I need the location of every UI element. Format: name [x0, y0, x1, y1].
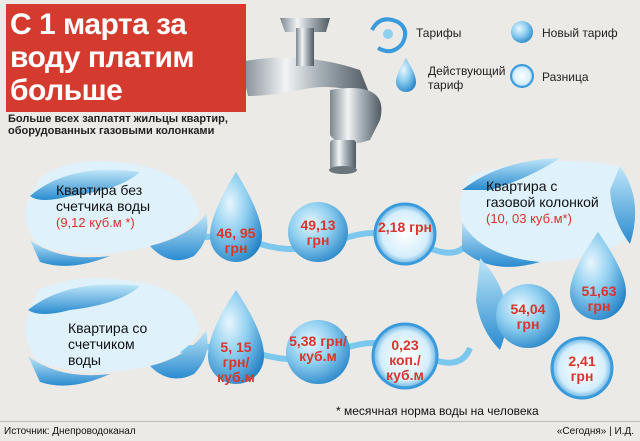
- bubble-with-meter-diff: [371, 322, 439, 390]
- splash-gas-icon: [460, 158, 636, 350]
- legend-current-tariff-icon: [396, 58, 416, 92]
- splash-with-meter-icon: [25, 278, 208, 386]
- title-banner: С 1 марта за воду платим больше: [6, 4, 246, 112]
- apt-with-meter-label: Квартира со счетчиком воды: [68, 320, 148, 368]
- value-with-meter-diff: 0,23 коп./ куб.м: [386, 337, 424, 383]
- bubble-gas-diff: [550, 336, 614, 400]
- drop-with-meter-current: [208, 290, 264, 384]
- credit: «Сегодня» | И.Д.: [556, 426, 634, 437]
- value-with-meter-current: 5, 15 грн/ куб.м: [217, 339, 255, 385]
- page-title: С 1 марта за воду платим больше: [10, 8, 195, 107]
- legend-new-tariff-icon: [511, 21, 533, 43]
- apt-gas-norm: (10, 03 куб.м*): [486, 211, 572, 226]
- legend-difference-icon: [510, 64, 534, 88]
- drop-no-meter-new: [288, 202, 348, 262]
- apt-no-meter-title: Квартира без счетчика воды: [56, 182, 151, 214]
- legend-new-tariff: Новый тариф: [542, 26, 618, 40]
- apt-no-meter-norm: (9,12 куб.м *): [56, 215, 135, 230]
- legend-difference: Разница: [542, 70, 589, 84]
- drop-no-meter-current: [210, 172, 262, 262]
- bubble-no-meter-diff: [373, 202, 437, 266]
- legend-tariffs-icon: [370, 17, 408, 54]
- apt-gas-label: Квартира с газовой колонкой (10, 03 куб.…: [486, 178, 602, 227]
- apt-no-meter-label: Квартира без счетчика воды (9,12 куб.м *…: [56, 182, 166, 231]
- value-gas-current: 51,63 грн: [581, 283, 617, 314]
- drop-with-meter-new: [286, 320, 350, 384]
- drop-gas-new: [496, 284, 560, 348]
- drop-gas-current: [570, 232, 626, 320]
- value-gas-new: 54,04 грн: [510, 301, 546, 332]
- value-no-meter-diff: 2,18 грн: [378, 219, 432, 235]
- splash-no-meter-icon: [25, 160, 208, 266]
- value-gas-diff: 2,41 грн: [568, 353, 596, 384]
- legend-current-tariff: Действующий тариф: [428, 64, 506, 92]
- faucet-icon: [228, 18, 382, 174]
- page-subtitle: Больше всех заплатят жильцы квартир, обо…: [8, 113, 228, 137]
- value-no-meter-new: 49,13 грн: [300, 217, 336, 248]
- value-with-meter-new: 5,38 грн/ куб.м: [289, 333, 347, 364]
- source: Источник: Днепроводоканал: [4, 426, 136, 437]
- divider: [0, 421, 640, 422]
- legend-tariffs: Тарифы: [416, 26, 462, 40]
- footnote: * месячная норма воды на человека: [336, 404, 539, 418]
- value-no-meter-current: 46, 95 грн: [216, 225, 256, 256]
- apt-gas-title: Квартира с газовой колонкой: [486, 178, 599, 210]
